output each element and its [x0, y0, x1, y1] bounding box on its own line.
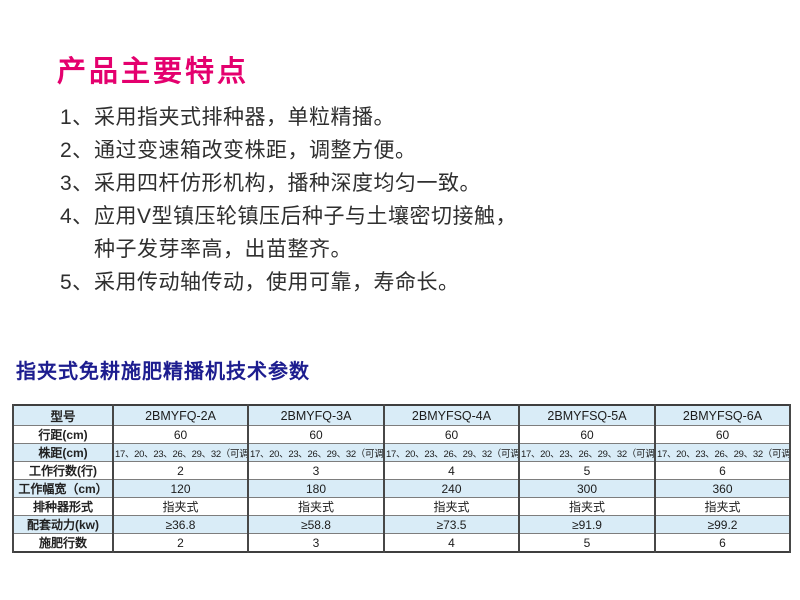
- feature-text: 应用V型镇压轮镇压后种子与土壤密切接触，: [94, 205, 518, 228]
- spec-row-label: 工作行数(行): [12, 461, 114, 480]
- spec-cell: 指夹式: [654, 497, 791, 516]
- feature-item-4: 4、 应用V型镇压轮镇压后种子与土壤密切接触， 种子发芽率高，出苗整齐。: [60, 200, 580, 266]
- spec-row-label: 型号: [12, 404, 114, 426]
- spec-cell: 5: [518, 461, 656, 480]
- spec-cell: 指夹式: [112, 497, 249, 516]
- spec-cell: 60: [654, 425, 791, 444]
- spec-row-label: 行距(cm): [12, 425, 114, 444]
- spec-cell: 360: [654, 479, 791, 498]
- spec-cell: 指夹式: [383, 497, 520, 516]
- spec-cell: 3: [247, 461, 385, 480]
- feature-item-2: 2、 通过变速箱改变株距，调整方便。: [60, 134, 580, 167]
- spec-row-label: 工作幅宽（cm）: [12, 479, 114, 498]
- spec-cell: 2: [112, 461, 249, 480]
- feature-text: 通过变速箱改变株距，调整方便。: [94, 139, 417, 162]
- feature-number: 5、: [60, 271, 94, 294]
- spec-cell: 4: [383, 533, 520, 553]
- spec-cell: ≥73.5: [383, 515, 520, 534]
- spec-row-label: 株距(cm): [12, 443, 114, 462]
- spec-cell: ≥91.9: [518, 515, 656, 534]
- feature-item-5: 5、 采用传动轴传动，使用可靠，寿命长。: [60, 266, 580, 299]
- spec-cell: 60: [383, 425, 520, 444]
- spec-cell: 2BMYFSQ-6A: [654, 404, 791, 426]
- spec-cell: 17、20、23、26、29、32（可调）: [518, 443, 656, 462]
- feature-item-1: 1、 采用指夹式排种器，单粒精播。: [60, 101, 580, 134]
- spec-row-working-rows: 工作行数(行) 2 3 4 5 6: [12, 461, 791, 480]
- spec-row-fertilizer-rows: 施肥行数 2 3 4 5 6: [12, 533, 791, 553]
- spec-cell: 120: [112, 479, 249, 498]
- feature-number: 2、: [60, 139, 94, 162]
- spec-cell: 300: [518, 479, 656, 498]
- spec-row-matched-power: 配套动力(kw) ≥36.8 ≥58.8 ≥73.5 ≥91.9 ≥99.2: [12, 515, 791, 534]
- spec-row-row-spacing: 行距(cm) 60 60 60 60 60: [12, 425, 791, 444]
- feature-text-line2: 种子发芽率高，出苗整齐。: [94, 238, 352, 261]
- spec-cell: ≥58.8: [247, 515, 385, 534]
- feature-number: 1、: [60, 106, 94, 129]
- spec-cell: 指夹式: [518, 497, 656, 516]
- feature-item-3: 3、 采用四杆仿形机构，播种深度均匀一致。: [60, 167, 580, 200]
- spec-table: 型号 2BMYFQ-2A 2BMYFQ-3A 2BMYFSQ-4A 2BMYFS…: [12, 404, 791, 553]
- feature-number: 4、: [60, 205, 94, 228]
- feature-text: 采用传动轴传动，使用可靠，寿命长。: [94, 271, 460, 294]
- spec-cell: 17、20、23、26、29、32（可调）: [112, 443, 249, 462]
- spec-cell: ≥36.8: [112, 515, 249, 534]
- spec-cell: 17、20、23、26、29、32（可调）: [654, 443, 791, 462]
- feature-text: 采用指夹式排种器，单粒精播。: [94, 106, 395, 129]
- specs-section-title: 指夹式免耕施肥精播机技术参数: [16, 361, 310, 383]
- feature-number: 3、: [60, 172, 94, 195]
- spec-cell: 17、20、23、26、29、32（可调）: [383, 443, 520, 462]
- spec-row-label: 施肥行数: [12, 533, 114, 553]
- spec-row-model: 型号 2BMYFQ-2A 2BMYFQ-3A 2BMYFSQ-4A 2BMYFS…: [12, 404, 791, 426]
- spec-row-plant-spacing: 株距(cm) 17、20、23、26、29、32（可调） 17、20、23、26…: [12, 443, 791, 462]
- spec-row-working-width: 工作幅宽（cm） 120 180 240 300 360: [12, 479, 791, 498]
- spec-cell: 2BMYFSQ-4A: [383, 404, 520, 426]
- features-list: 1、 采用指夹式排种器，单粒精播。 2、 通过变速箱改变株距，调整方便。 3、 …: [60, 101, 580, 299]
- spec-cell: 4: [383, 461, 520, 480]
- spec-cell: 2BMYFQ-2A: [112, 404, 249, 426]
- spec-cell: 3: [247, 533, 385, 553]
- spec-cell: 6: [654, 461, 791, 480]
- feature-text: 采用四杆仿形机构，播种深度均匀一致。: [94, 172, 481, 195]
- spec-cell: 60: [518, 425, 656, 444]
- spec-cell: 指夹式: [247, 497, 385, 516]
- features-section-title: 产品主要特点: [57, 56, 250, 88]
- spec-row-label: 排种器形式: [12, 497, 114, 516]
- spec-row-seed-meter-type: 排种器形式 指夹式 指夹式 指夹式 指夹式 指夹式: [12, 497, 791, 516]
- spec-cell: 240: [383, 479, 520, 498]
- spec-cell: 6: [654, 533, 791, 553]
- spec-cell: 2: [112, 533, 249, 553]
- spec-cell: 180: [247, 479, 385, 498]
- spec-cell: 17、20、23、26、29、32（可调）: [247, 443, 385, 462]
- spec-cell: 5: [518, 533, 656, 553]
- spec-cell: 60: [112, 425, 249, 444]
- spec-cell: 60: [247, 425, 385, 444]
- spec-cell: 2BMYFQ-3A: [247, 404, 385, 426]
- spec-cell: 2BMYFSQ-5A: [518, 404, 656, 426]
- spec-row-label: 配套动力(kw): [12, 515, 114, 534]
- spec-cell: ≥99.2: [654, 515, 791, 534]
